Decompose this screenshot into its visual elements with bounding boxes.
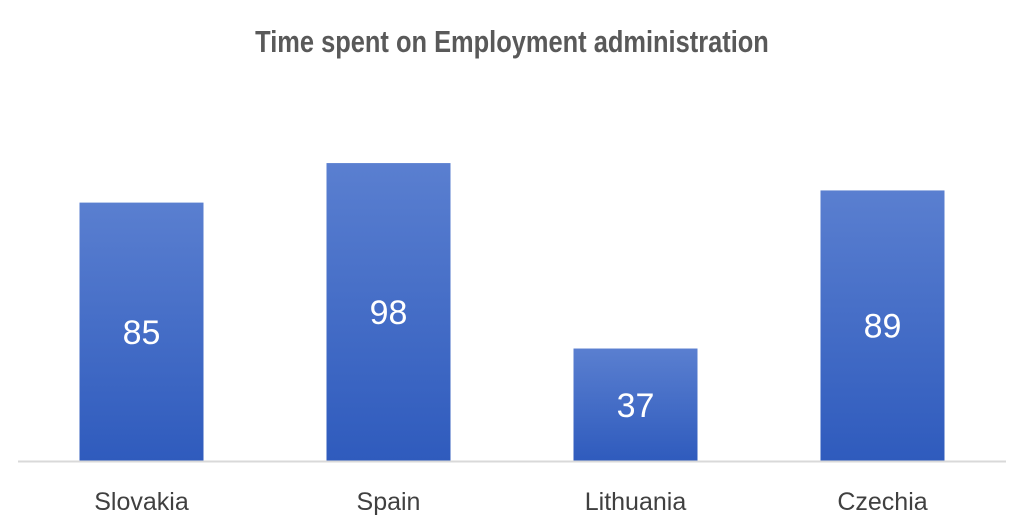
bar-slovakia — [79, 202, 204, 461]
data-label-spain: 98 — [370, 294, 408, 332]
x-tick-label-lithuania: Lithuania — [585, 488, 687, 516]
data-label-czechia: 89 — [864, 308, 902, 346]
bar-czechia — [820, 190, 945, 461]
labels-layer: 85 Slovakia 98 Spain 37 Lithuania 89 Czechia — [94, 294, 928, 516]
chart-title: Time spent on Employment administration — [255, 24, 769, 59]
x-tick-label-spain: Spain — [357, 488, 421, 516]
x-tick-label-czechia: Czechia — [837, 488, 927, 516]
bars-layer — [79, 163, 945, 461]
x-tick-label-slovakia: Slovakia — [94, 488, 189, 516]
bar-spain — [326, 163, 451, 461]
data-label-lithuania: 37 — [617, 387, 655, 425]
data-label-slovakia: 85 — [123, 314, 161, 352]
bar-lithuania — [573, 348, 698, 461]
